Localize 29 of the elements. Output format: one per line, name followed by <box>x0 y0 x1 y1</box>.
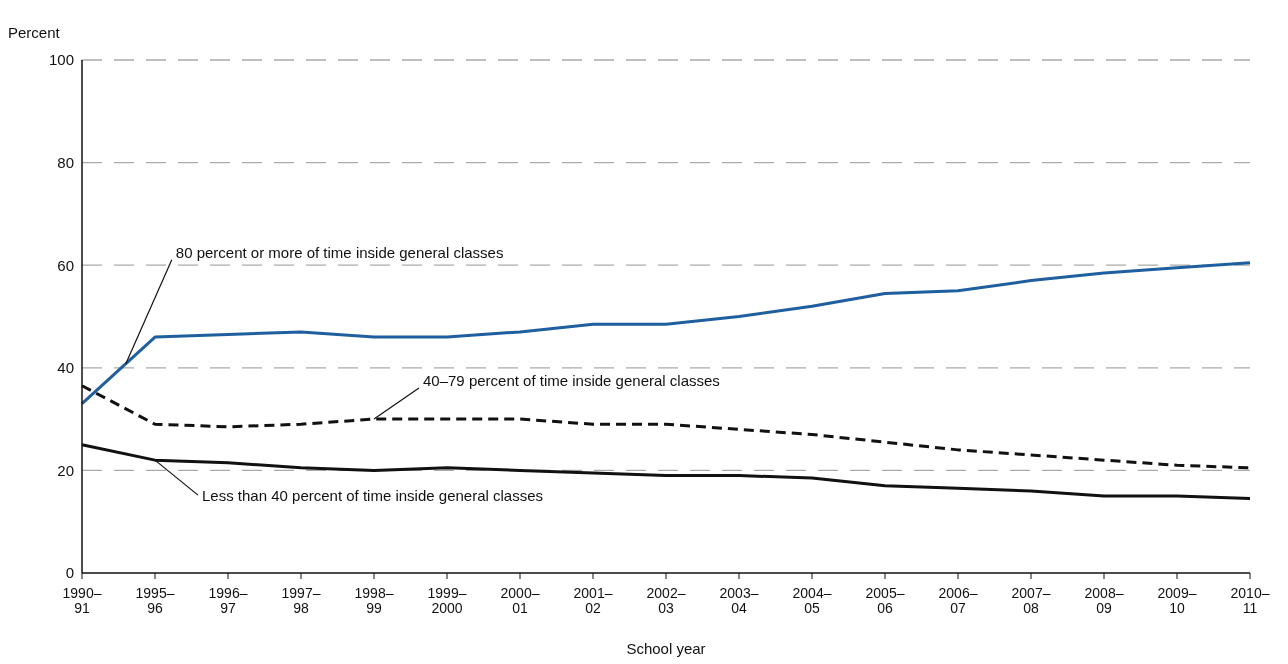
y-tick-label: 40 <box>57 359 74 377</box>
y-axis-title: Percent <box>8 24 61 41</box>
line-series <box>80 261 1252 406</box>
x-tick-label: 2008–09 <box>1084 584 1124 616</box>
x-tick-label: 2002–03 <box>646 584 686 616</box>
y-tick-label: 20 <box>57 461 74 479</box>
y-tick-label: 0 <box>65 564 74 582</box>
y-tick-label: 60 <box>57 256 74 274</box>
y-tick-label: 100 <box>48 51 74 69</box>
series-label: Less than 40 percent of time inside general classes <box>202 487 544 505</box>
x-tick-label: 2005–06 <box>865 584 905 616</box>
x-tick-label: 2010–11 <box>1230 584 1270 616</box>
x-tick-label: 2000–01 <box>500 584 540 616</box>
x-tick-label: 1997–98 <box>281 584 321 616</box>
x-tick-label: 1996–97 <box>208 584 248 616</box>
series-label: 40–79 percent of time inside general classes <box>423 372 720 390</box>
x-tick-label: 1995–96 <box>135 584 175 616</box>
x-tick-label: 1998–99 <box>354 584 394 616</box>
x-tick-label: 1999–2000 <box>427 584 467 616</box>
x-tick-label: 2003–04 <box>719 584 759 616</box>
x-tick-label: 2001–02 <box>573 584 613 616</box>
text: 80 percent or more of time inside general classes <box>175 243 504 261</box>
x-tick-label: 1990–91 <box>62 584 102 616</box>
x-axis-title: School year <box>626 640 706 657</box>
x-tick-label: 2007–08 <box>1011 584 1051 616</box>
x-tick-label: 2004–05 <box>792 584 832 616</box>
y-tick-label: 80 <box>57 153 74 171</box>
x-tick-label: 2009–10 <box>1157 584 1197 616</box>
x-tick-label: 2006–07 <box>938 584 978 616</box>
